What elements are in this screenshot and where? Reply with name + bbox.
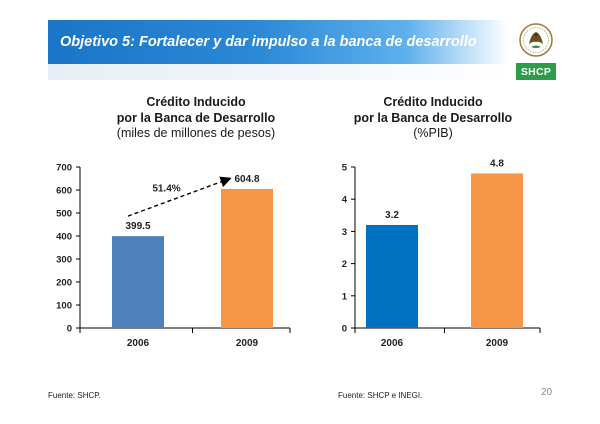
left-value-label-2009: 604.8 (234, 174, 259, 185)
left-bar-2006 (112, 236, 164, 328)
right-y-tick-label: 0 (342, 324, 347, 335)
right-source-note: Fuente: SHCP e INEGI. (338, 391, 423, 400)
right-value-label-2006: 3.2 (385, 210, 399, 221)
right-y-tick-label: 1 (342, 291, 348, 302)
right-chart-title-line1: Crédito Inducido (383, 95, 483, 109)
banner-strip (48, 64, 508, 80)
coat-of-arms-logo (516, 20, 556, 60)
slide-banner: Objetivo 5: Fortalecer y dar impulso a l… (48, 20, 508, 64)
left-y-tick-label: 500 (56, 209, 72, 220)
left-y-tick-label: 200 (56, 278, 72, 289)
left-category-label-2006: 2006 (127, 338, 150, 349)
shcp-badge: SHCP (516, 63, 556, 80)
left-y-tick-label: 600 (56, 186, 72, 197)
left-y-tick-label: 700 (56, 163, 72, 174)
right-bar-2006 (366, 224, 418, 328)
right-value-label-2009: 4.8 (490, 158, 504, 169)
page-number: 20 (541, 387, 553, 398)
right-bar-2009 (471, 173, 523, 328)
left-y-tick-label: 400 (56, 232, 72, 243)
left-source-note: Fuente: SHCP. (48, 391, 101, 400)
left-chart-title-line2: por la Banca de Desarrollo (116, 110, 276, 125)
left-chart-title: Crédito Inducido por la Banca de Desarro… (76, 95, 316, 142)
right-category-label-2006: 2006 (381, 338, 404, 349)
eagle-emblem-icon (519, 23, 553, 57)
left-chart-title-line1: Crédito Inducido (146, 95, 246, 109)
right-chart-title: Crédito Inducido por la Banca de Desarro… (313, 95, 553, 142)
left-y-tick-label: 0 (67, 324, 72, 335)
left-chart-subtitle: (miles de millones de pesos) (116, 126, 276, 140)
left-y-tick-label: 300 (56, 255, 72, 266)
right-chart-subtitle: (%PIB) (413, 126, 453, 140)
left-bar-chart: 0 100 200 300 400 500 600 700 399.5 2006 604.8 2009… (56, 163, 291, 349)
right-y-tick-label: 2 (342, 259, 347, 270)
right-y-tick-label: 3 (342, 227, 347, 238)
left-category-label-2009: 2009 (236, 338, 259, 349)
right-bar-chart: 0 1 2 3 4 5 3.2 2006 4.8 2009 (342, 158, 541, 349)
right-category-label-2009: 2009 (486, 338, 509, 349)
right-chart-title-line2: por la Banca de Desarrollo (353, 110, 513, 125)
left-y-tick-label: 100 (56, 301, 72, 312)
slide-title: Objetivo 5: Fortalecer y dar impulso a l… (60, 34, 477, 50)
right-y-tick-label: 5 (342, 163, 348, 174)
growth-annotation: 51.4% (152, 184, 180, 195)
left-value-label-2006: 399.5 (125, 221, 150, 232)
growth-arrow (127, 176, 232, 217)
left-bar-2009 (221, 188, 273, 328)
right-y-tick-label: 4 (342, 195, 348, 206)
